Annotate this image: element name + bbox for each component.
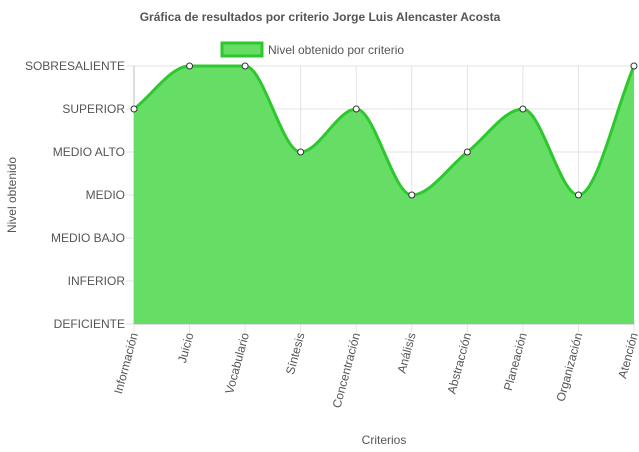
- x-tick-label: Concentración: [330, 331, 364, 409]
- legend-label: Nivel obtenido por criterio: [268, 43, 404, 57]
- data-point[interactable]: [297, 148, 305, 156]
- series-line: [133, 64, 636, 197]
- y-tick-label: SUPERIOR: [62, 102, 125, 116]
- data-point[interactable]: [630, 62, 638, 70]
- data-point[interactable]: [186, 62, 194, 70]
- chart-title: Gráfica de resultados por criterio Jorge…: [140, 10, 501, 24]
- x-tick-label: Síntesis: [283, 331, 308, 376]
- data-point[interactable]: [352, 105, 360, 113]
- data-point[interactable]: [519, 105, 527, 113]
- x-axis-ticks: Información Juicio Vocabulario Síntesis Conc…: [111, 331, 639, 410]
- y-tick-label: INFERIOR: [68, 274, 126, 288]
- legend[interactable]: Nivel obtenido por criterio: [220, 41, 404, 58]
- data-point[interactable]: [574, 191, 582, 199]
- x-tick-label: Planeación: [501, 331, 530, 392]
- x-tick-label: Análisis: [394, 331, 418, 375]
- area-layer: [133, 64, 636, 324]
- y-axis-title: Nivel obtenido: [5, 157, 19, 233]
- data-point[interactable]: [241, 62, 249, 70]
- y-tick-label: DEFICIENTE: [54, 317, 125, 331]
- data-point[interactable]: [463, 148, 471, 156]
- x-tick-label: Abstracción: [444, 331, 474, 395]
- y-tick-label: MEDIO ALTO: [53, 145, 125, 159]
- series-area: [134, 66, 634, 324]
- x-tick-label: Atención: [615, 331, 639, 380]
- y-axis-ticks: DEFICIENTE INFERIOR MEDIO BAJO MEDIO MEDIO A…: [25, 59, 125, 331]
- x-axis-title: Criterios: [362, 433, 407, 447]
- x-tick-label: Organización: [554, 331, 586, 403]
- legend-swatch: [220, 41, 264, 58]
- x-tick-label: Información: [111, 331, 141, 395]
- data-point[interactable]: [130, 105, 138, 113]
- y-tick-label: MEDIO: [86, 188, 125, 202]
- x-tick-label: Juicio: [175, 331, 197, 365]
- y-tick-label: MEDIO BAJO: [51, 231, 125, 245]
- points-layer: [130, 62, 638, 199]
- y-tick-label: SOBRESALIENTE: [25, 59, 125, 73]
- data-point[interactable]: [408, 191, 416, 199]
- x-tick-label: Vocabulario: [222, 331, 252, 396]
